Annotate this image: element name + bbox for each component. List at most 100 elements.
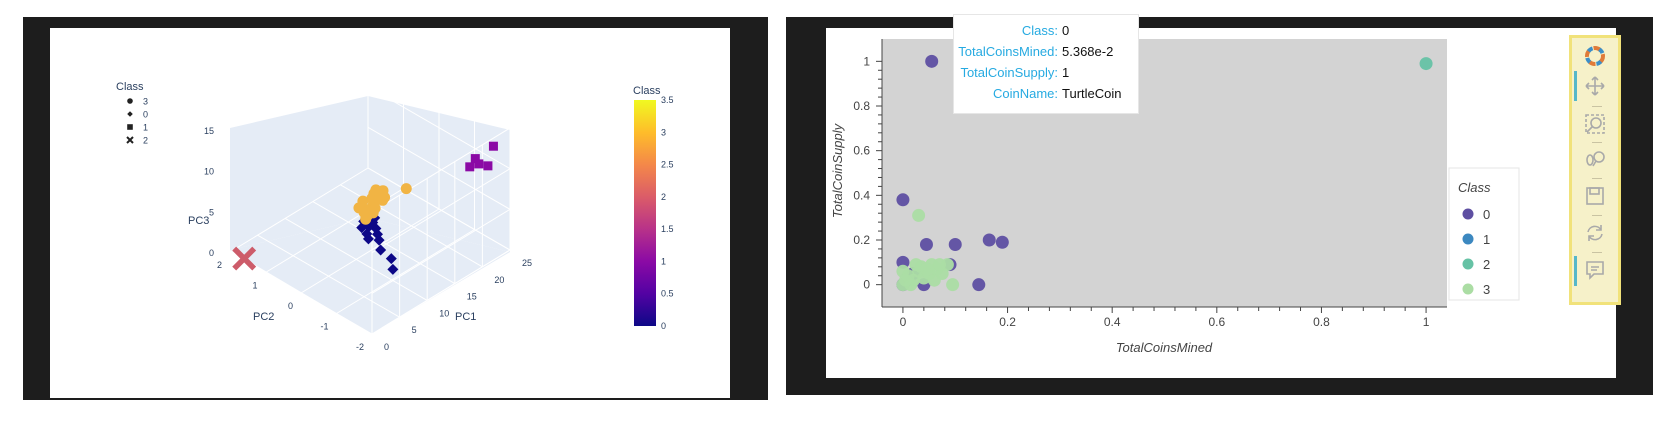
colorbar-tick-label: 2.5 [661,160,674,170]
legend-symbol-2 [126,136,134,144]
floor [230,218,510,334]
pc2-tick-label: 2 [217,260,222,270]
tooltip-key: CoinName: [992,86,1058,101]
bokeh-logo-icon[interactable] [1580,42,1610,70]
class-3-point[interactable] [899,273,913,287]
colorbar-tick-label: 0.5 [661,289,674,299]
pc2-tick-label: -1 [320,322,328,332]
points [896,54,1433,292]
legend-swatch-3[interactable] [1462,283,1474,295]
pan-icon[interactable] [1580,72,1610,100]
colorbar-tick-label: 3 [661,127,666,137]
grid-line [336,229,475,314]
class-3-point[interactable] [946,278,960,292]
legend-label: 3 [143,97,148,107]
grid-line [371,249,511,335]
wheel-zoom-icon[interactable] [1580,145,1610,173]
bokeh-panel: 0 0.2 0.4 0.6 0.8 1 0 0.2 0.4 0.6 0.8 1 TotalCoinsM… [826,28,1616,378]
x-axis-label: TotalCoinsMined [1116,340,1213,355]
class-1-point [465,162,475,172]
tooltip-row-totalcoinsmined: TotalCoinsMined: 5.368e-2 [954,44,1138,64]
legend-box [1448,167,1520,301]
legend-swatch-0[interactable] [1462,208,1474,220]
colorbar-title: Class [633,85,661,97]
pc1-tick-label: 0 [384,342,389,352]
grid-line [300,208,440,294]
class-0-point[interactable] [919,237,933,251]
class-2-point [232,246,257,271]
hover-icon[interactable] [1580,256,1610,284]
class-1-point [474,159,484,169]
scene-marks [232,141,498,275]
legend-label: 0 [1483,207,1490,222]
legend-swatch-2[interactable] [1462,258,1474,270]
back-wall-left [230,96,368,250]
legend-label: 2 [143,136,148,146]
colorbar: Class 0 0.5 1 1.5 2 2.5 3 3.5 [633,85,674,331]
class-0-point[interactable] [982,233,996,247]
toolbar-divider [1592,142,1602,143]
tooltip-row-coinname: CoinName: TurtleCoin [954,86,1138,106]
class-3-point [370,184,382,196]
legend-swatch-1[interactable] [1462,233,1474,245]
toolbar-divider [1592,178,1602,179]
pc2-tick-label: 0 [288,301,293,311]
tooltip-key: TotalCoinSupply: [960,65,1058,80]
class-3-point [353,202,365,214]
plotly-3d-frame: 0 5 10 15 20 25 -2 -1 0 1 2 0 5 10 15 PC3 PC2 PC1 Clas… [23,17,768,400]
pc3-axis-label: PC3 [188,215,209,227]
legend-title: Class [116,81,144,93]
legend-title: Class [1458,180,1491,195]
tooltip-row-totalcoinsupply: TotalCoinSupply: 1 [954,65,1138,85]
colorbar-tick-label: 1 [661,256,666,266]
pc2-tick-label: 1 [252,281,257,291]
active-tool-marker [1574,71,1577,101]
grid-line [367,126,511,210]
colorbar-tick-label: 1.5 [661,224,674,234]
legend-symbol-0 [127,111,133,117]
reset-icon[interactable] [1580,219,1610,247]
class-0-point[interactable] [896,255,910,269]
pc1-tick-label: 10 [439,308,449,318]
grid-line [367,167,511,251]
legend-label: 2 [1483,257,1490,272]
class-1-point [470,154,480,164]
pc2-axis-label: PC2 [253,311,274,323]
class-3-point[interactable] [912,208,926,222]
x-tick-label: 0.2 [999,315,1016,329]
class-0-point[interactable] [995,235,1009,249]
colorbar-tick-label: 3.5 [661,95,674,105]
class-0-point [387,263,399,275]
axes [881,39,1447,308]
class-3-point[interactable] [909,258,923,272]
class-0-point[interactable] [972,278,986,292]
bokeh-toolbar [1569,35,1621,305]
class-0-point[interactable] [925,54,939,68]
pc1-tick-label: 25 [522,258,532,268]
x-tick-label: 0.4 [1104,315,1121,329]
pc3-tick-label: 0 [209,248,214,258]
save-icon[interactable] [1580,182,1610,210]
class-0-point[interactable] [948,237,962,251]
scatter-chart[interactable]: 0 0.2 0.4 0.6 0.8 1 0 0.2 0.4 0.6 0.8 1 TotalCoinsM… [826,28,1616,378]
x-tick-label: 0.6 [1208,315,1225,329]
class-0-point [385,253,397,265]
grid-line [229,167,369,253]
y-axis-label: TotalCoinSupply [830,122,845,218]
y-tick-label: 0.4 [853,188,870,202]
y-tick-label: 0.8 [853,99,870,113]
class-3-point[interactable] [933,258,947,272]
class-3-point[interactable] [919,262,933,276]
class-0-point[interactable] [896,193,910,207]
class-3-point [373,193,385,205]
plotly-3d-panel: 0 5 10 15 20 25 -2 -1 0 1 2 0 5 10 15 PC3 PC2 PC1 Clas… [50,28,730,398]
tooltip-value: 0 [1062,23,1070,38]
x-tick-label: 1 [1423,315,1430,329]
ticks: 0 0.2 0.4 0.6 0.8 1 0 0.2 0.4 0.6 0.8 1 [853,54,1429,329]
class-2-point[interactable] [1419,57,1433,71]
symbol-legend: Class 3 0 1 2 [116,81,148,146]
pc3-tick-label: 5 [209,207,214,217]
box-zoom-icon[interactable] [1580,110,1610,138]
